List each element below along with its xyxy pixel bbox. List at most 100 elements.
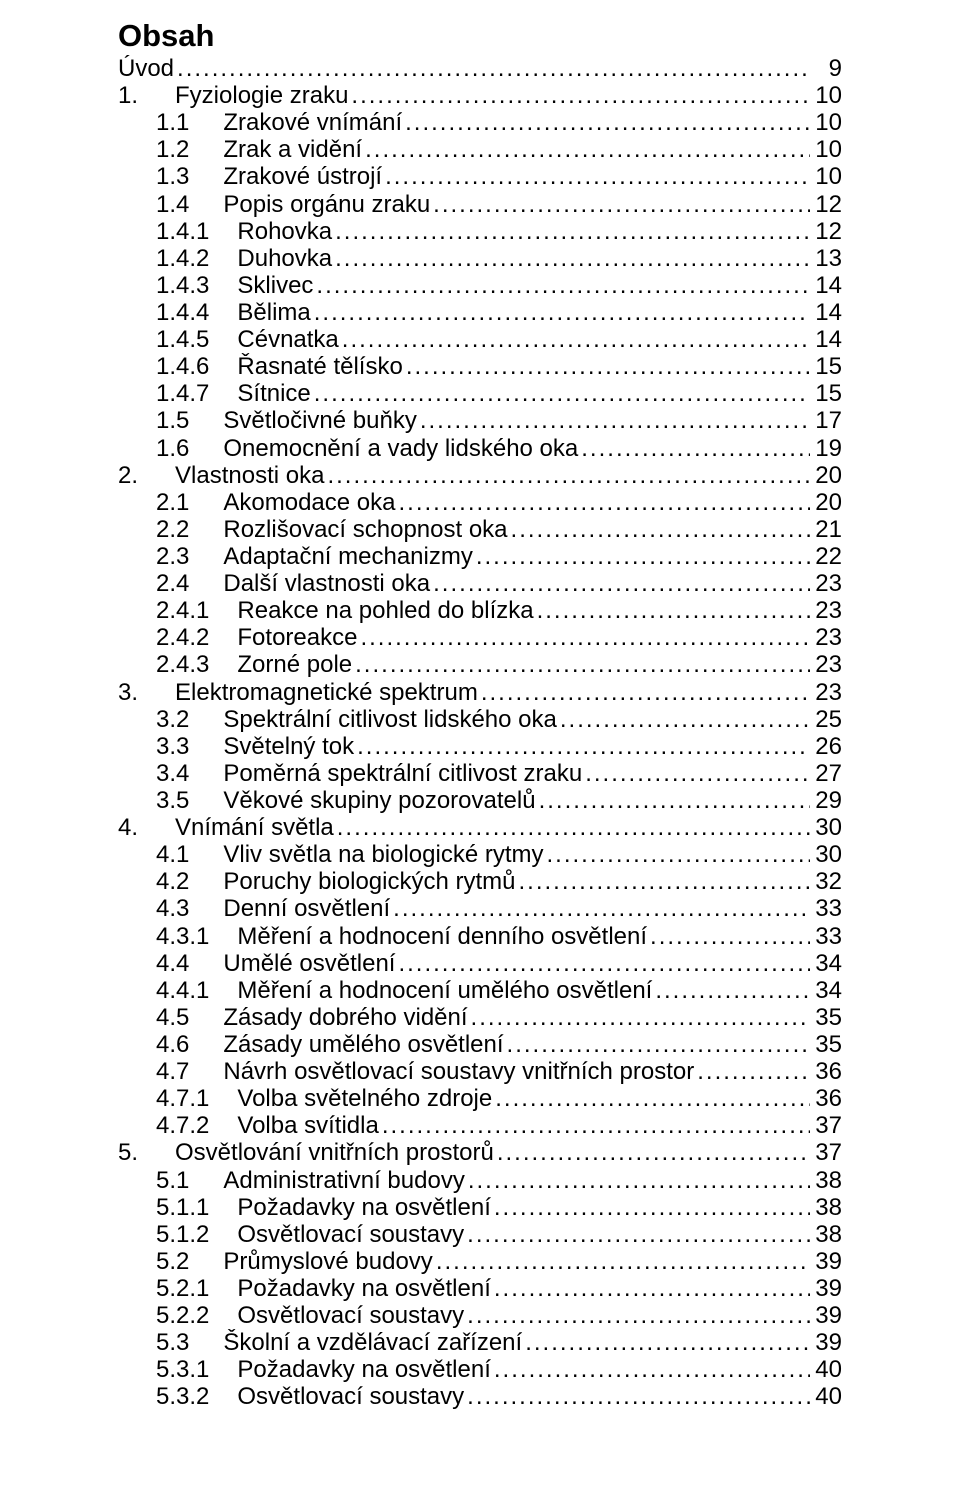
toc-entry-number: 1.3 <box>156 163 189 190</box>
toc-entry-number: 1.4.6 <box>156 353 209 380</box>
toc-entry-text: Požadavky na osvětlení <box>237 1275 491 1302</box>
toc-entry: 2.4.1Reakce na pohled do blízka 23 <box>118 597 842 624</box>
toc-leader <box>495 1085 810 1112</box>
toc-entry-page: 23 <box>812 624 842 651</box>
toc-entry-text: Vnímání světla <box>175 814 334 841</box>
toc-entry-number: 4.7.2 <box>156 1112 209 1139</box>
toc-entry: 1.4Popis orgánu zraku 12 <box>118 191 842 218</box>
toc-leader <box>467 1383 810 1410</box>
toc-leader <box>314 380 810 407</box>
toc-entry-page: 17 <box>812 407 842 434</box>
toc-entry-label: 5.1.1Požadavky na osvětlení <box>156 1194 491 1221</box>
toc-entry-number: 3.4 <box>156 760 189 787</box>
toc-entry-text: Zrakové ústrojí <box>223 163 382 190</box>
toc-entry-label: 2.3Adaptační mechanizmy <box>156 543 473 570</box>
toc-entry: 5.Osvětlování vnitřních prostorů 37 <box>118 1139 842 1166</box>
toc-entry-page: 15 <box>812 380 842 407</box>
toc-entry: 3.2Spektrální citlivost lidského oka 25 <box>118 706 842 733</box>
toc-leader <box>335 245 810 272</box>
toc-entry: Úvod 9 <box>118 55 842 82</box>
toc-entry-page: 14 <box>812 272 842 299</box>
toc-entry-page: 10 <box>812 82 842 109</box>
toc-entry-page: 30 <box>812 841 842 868</box>
toc-leader <box>525 1329 810 1356</box>
toc-entry-page: 35 <box>812 1004 842 1031</box>
toc-entry-page: 30 <box>812 814 842 841</box>
toc-entry-label: 5.2.2Osvětlovací soustavy <box>156 1302 464 1329</box>
toc-entry-text: Vlastnosti oka <box>175 462 324 489</box>
toc-entry-label: 3.2Spektrální citlivost lidského oka <box>156 706 557 733</box>
toc-entry-number: 3.2 <box>156 706 189 733</box>
toc-leader <box>511 516 810 543</box>
toc-entry: 1.2Zrak a vidění 10 <box>118 136 842 163</box>
toc-entry-text: Řasnaté tělísko <box>237 353 402 380</box>
toc-entry-text: Světločivné buňky <box>223 407 416 434</box>
toc-entry-label: 2.4.3Zorné pole <box>156 651 352 678</box>
toc-entry: 2.2Rozlišovací schopnost oka 21 <box>118 516 842 543</box>
toc-entry-number: 2. <box>118 462 138 489</box>
toc-entry-number: 5.3.1 <box>156 1356 209 1383</box>
toc-entry-number: 5.1.2 <box>156 1221 209 1248</box>
toc-entry: 4.7.2Volba svítidla 37 <box>118 1112 842 1139</box>
toc-entry: 5.1.2Osvětlovací soustavy 38 <box>118 1221 842 1248</box>
toc-entry: 4.3Denní osvětlení 33 <box>118 895 842 922</box>
toc-entry-page: 37 <box>812 1112 842 1139</box>
toc-entry-page: 39 <box>812 1302 842 1329</box>
toc-entry-label: 4.3Denní osvětlení <box>156 895 390 922</box>
toc-entry-number: 4.4.1 <box>156 977 209 1004</box>
toc-entry-label: 1.5Světločivné buňky <box>156 407 417 434</box>
toc-entry-label: 5.2.1Požadavky na osvětlení <box>156 1275 491 1302</box>
toc-leader <box>581 435 810 462</box>
toc-entry: 5.3.2Osvětlovací soustavy 40 <box>118 1383 842 1410</box>
toc-entry: 1.1Zrakové vnímání 10 <box>118 109 842 136</box>
toc-entry: 4.6Zásady umělého osvětlení 35 <box>118 1031 842 1058</box>
toc-entry-number: 2.2 <box>156 516 189 543</box>
toc-leader <box>697 1058 810 1085</box>
toc-entry-page: 14 <box>812 299 842 326</box>
toc-entry-number: 5. <box>118 1139 138 1166</box>
toc-entry-text: Rozlišovací schopnost oka <box>223 516 507 543</box>
toc-entry-text: Rohovka <box>237 218 332 245</box>
toc-entry: 4.Vnímání světla 30 <box>118 814 842 841</box>
toc-entry: 1.4.3Sklivec 14 <box>118 272 842 299</box>
toc-title: Obsah <box>118 18 842 53</box>
toc-entry-number: 3.3 <box>156 733 189 760</box>
toc-leader <box>539 787 810 814</box>
toc-entry-label: 2.1Akomodace oka <box>156 489 395 516</box>
toc-entry-label: 2.4.1Reakce na pohled do blízka <box>156 597 534 624</box>
toc-entry-text: Reakce na pohled do blízka <box>237 597 533 624</box>
toc-leader <box>494 1356 810 1383</box>
toc-leader <box>433 570 810 597</box>
toc-entry-number: 4.2 <box>156 868 189 895</box>
toc-entry: 2.4.3Zorné pole 23 <box>118 651 842 678</box>
toc-leader <box>547 841 811 868</box>
toc-entry-label: 1.4.6 Řasnaté tělísko <box>156 353 403 380</box>
toc-entry: 5.2.2Osvětlovací soustavy 39 <box>118 1302 842 1329</box>
toc-entry-text: Požadavky na osvětlení <box>237 1356 491 1383</box>
toc-entry: 4.7Návrh osvětlovací soustavy vnitřních … <box>118 1058 842 1085</box>
toc-entry-label: 1.4.7Sítnice <box>156 380 311 407</box>
toc-leader <box>560 706 810 733</box>
toc-entry: 4.4.1Měření a hodnocení umělého osvětlen… <box>118 977 842 1004</box>
toc-leader <box>494 1194 810 1221</box>
toc-entry-label: 5.1.2Osvětlovací soustavy <box>156 1221 464 1248</box>
toc-entry-label: 1.1Zrakové vnímání <box>156 109 402 136</box>
toc-entry-number: 2.4.3 <box>156 651 209 678</box>
toc-entry-label: 3.5Věkové skupiny pozorovatelů <box>156 787 536 814</box>
toc-entry: 5.3.1Požadavky na osvětlení 40 <box>118 1356 842 1383</box>
toc-entry-label: 5.3.2Osvětlovací soustavy <box>156 1383 464 1410</box>
toc-entry: 4.4Umělé osvětlení 34 <box>118 950 842 977</box>
toc-leader <box>650 923 810 950</box>
toc-entry-number: 1.4.2 <box>156 245 209 272</box>
toc-leader <box>177 55 810 82</box>
toc-leader <box>357 733 810 760</box>
toc-entry-number: 4.4 <box>156 950 189 977</box>
toc-entry-text: Požadavky na osvětlení <box>237 1194 491 1221</box>
toc-entry-number: 5.3.2 <box>156 1383 209 1410</box>
toc-entry: 3.3Světelný tok 26 <box>118 733 842 760</box>
toc-leader <box>393 895 810 922</box>
toc-entry-label: 4.1Vliv světla na biologické rytmy <box>156 841 544 868</box>
toc-entry-page: 26 <box>812 733 842 760</box>
toc-entry: 1.4.4Bělima 14 <box>118 299 842 326</box>
toc-entry-label: 3.4Poměrná spektrální citlivost zraku <box>156 760 582 787</box>
